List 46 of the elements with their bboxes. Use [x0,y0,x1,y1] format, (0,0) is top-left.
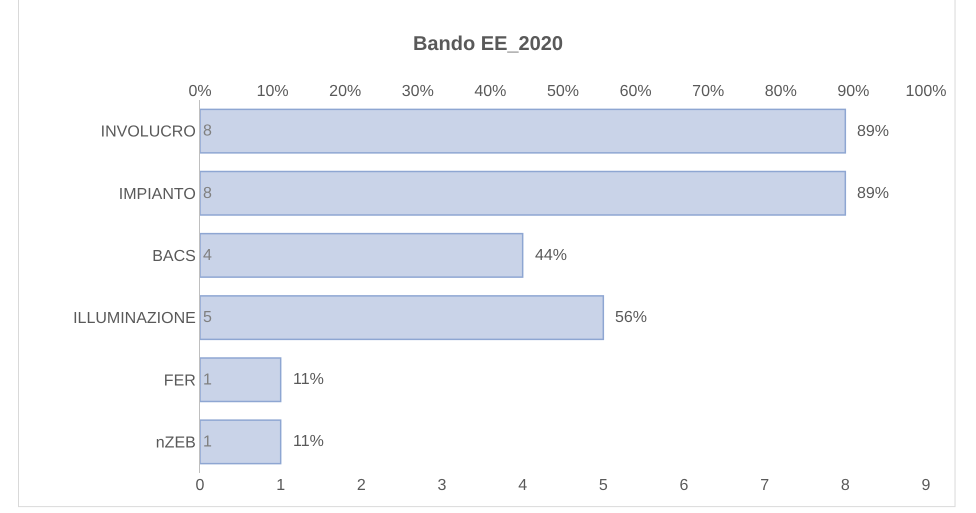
x2-tick-label: 10% [256,82,289,100]
y-tick-label: INVOLUCRO [100,124,196,141]
x2-tick-label: 90% [837,82,870,100]
x-tick-label: 8 [840,477,850,494]
x2-tick-label: 20% [329,82,362,100]
chart-title: Bando EE_2020 [412,32,564,55]
x-tick-label: 0 [196,477,205,494]
data-label: 1 [203,371,212,388]
x2-tick-label: 30% [402,82,434,100]
annotation: 11% [293,433,324,450]
x-tick-label: 6 [680,477,689,494]
x-tick-label: 9 [922,477,931,494]
y-tick-label: ILLUMINAZIONE [73,310,196,328]
x2-tick-label: 60% [620,82,652,100]
annotation: 11% [293,371,324,388]
annotation: 56% [615,309,648,326]
x2-tick-label: 50% [546,82,580,100]
bar [200,295,604,340]
data-label: 4 [203,246,212,264]
bar [200,108,846,154]
y-tick-label: FER [164,372,196,390]
y-tick-label: IMPIANTO [118,186,196,203]
bar [200,357,282,402]
bar [200,232,524,278]
annotation: 89% [857,185,890,202]
data-label: 5 [203,309,212,326]
annotation: 44% [535,247,568,264]
data-label: 8 [203,122,212,140]
x-tick-label: 3 [438,477,447,494]
bar [200,170,846,216]
x-tick-label: 7 [760,477,770,494]
data-label: 8 [203,184,212,202]
annotation: 89% [857,123,890,140]
x2-tick-label: 80% [764,82,797,100]
x2-tick-label: 70% [692,82,724,100]
y-tick-label: BACS [152,248,196,266]
data-label: 1 [203,433,212,450]
x-tick-label: 2 [356,477,366,494]
x2-tick-label: 0% [188,82,212,100]
x-tick-label: 1 [276,477,286,494]
y-tick-label: nZEB [156,434,196,452]
x-tick-label: 4 [518,477,528,494]
x-tick-label: 5 [598,477,608,494]
x2-tick-label: 40% [474,82,506,100]
bar [200,419,282,464]
x2-tick-label: 100% [906,82,946,100]
